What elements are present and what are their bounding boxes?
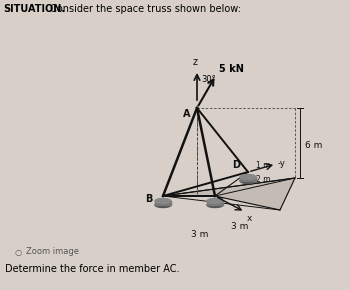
Ellipse shape <box>155 202 171 208</box>
Text: ○: ○ <box>14 247 22 256</box>
Text: Determine the force in member AC.: Determine the force in member AC. <box>5 264 180 274</box>
Text: 3 m: 3 m <box>231 222 249 231</box>
Text: 30°: 30° <box>201 75 216 84</box>
Text: Consider the space truss shown below:: Consider the space truss shown below: <box>47 4 241 14</box>
Polygon shape <box>163 178 295 210</box>
Text: B: B <box>146 194 153 204</box>
Ellipse shape <box>240 175 256 180</box>
Text: -y: -y <box>278 160 286 168</box>
Ellipse shape <box>240 179 256 184</box>
Text: SITUATION.: SITUATION. <box>3 4 65 14</box>
Text: Zoom image: Zoom image <box>26 247 79 256</box>
Text: 1 m: 1 m <box>256 162 271 171</box>
Text: 6 m: 6 m <box>305 140 322 150</box>
Text: 5 kN: 5 kN <box>219 64 244 74</box>
Text: 2 m: 2 m <box>256 175 271 184</box>
Text: A: A <box>182 109 190 119</box>
Text: x: x <box>247 214 252 223</box>
Ellipse shape <box>207 198 223 204</box>
Text: D: D <box>232 160 240 170</box>
Ellipse shape <box>207 202 223 208</box>
Text: z: z <box>193 57 197 67</box>
Text: 3 m: 3 m <box>191 230 209 239</box>
Ellipse shape <box>155 198 171 204</box>
Text: C: C <box>216 197 223 207</box>
